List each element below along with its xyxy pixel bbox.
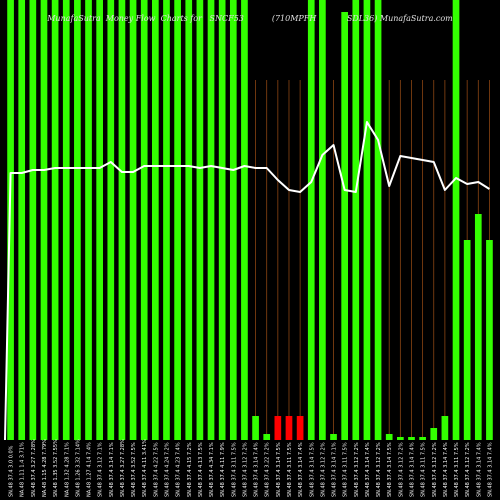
bar [241, 0, 248, 440]
x-tick-label: SN.48 37.4 3.27 7.28% [31, 439, 37, 497]
bar [229, 0, 237, 440]
x-tick-label: SN.48 37.4 3.0 0.0% [9, 445, 15, 497]
bar [463, 240, 471, 440]
x-tick-label: SN.48 37.4 3.14 7.4% [409, 442, 415, 497]
bar [296, 416, 304, 440]
x-tick-label: SN.48 1.26 3.32 7.14% [75, 439, 81, 497]
x-tick-label: SN.48 37.4 3.14 7.1% [332, 442, 338, 497]
x-tick-label: SN.48 37.4 3.12 7.2% [398, 442, 404, 497]
x-tick-label: SN.48 37.4 3.11 7.5% [421, 442, 427, 497]
bar [185, 0, 193, 440]
line-series [4, 121, 490, 441]
bar [18, 0, 26, 440]
bar [51, 0, 59, 440]
x-tick-label: SN.48 37.4 3.14 7.4% [254, 442, 260, 497]
x-tick-label: SN.48 37.4 3.11 7.5% [287, 442, 293, 497]
bar [252, 416, 259, 440]
x-tick-label: SN.48 37.4 3.14 7.5% [387, 442, 393, 497]
x-tick-label: SN.48 37.4 4.34 7.1% [209, 442, 215, 497]
bar [486, 240, 493, 440]
bar [397, 437, 404, 440]
x-tick-label: SN.48 37.4 3.14 7.5% [309, 442, 315, 497]
x-tick-label: SN.48 37.4 3.14 7.4% [298, 442, 304, 497]
bar [452, 0, 460, 440]
x-tick-label: SN.48 37.4 3.12 7.2% [465, 442, 471, 497]
x-tick-label: SN.48 37.4 3.12 7.2% [320, 442, 326, 497]
x-tick-label: SN.48 37.4 4.22 7.5% [153, 442, 159, 497]
x-tick-label: SN.48 37.4 3.14 7.1% [109, 442, 115, 497]
bar [419, 437, 426, 440]
x-tick-label: NA.48 1.11 1.4 3.71% [20, 442, 26, 497]
x-tick-label: NA.48 1.27 4.14 7.4% [87, 442, 93, 497]
bar [218, 0, 226, 440]
bar [29, 0, 37, 440]
x-tick-label: SN.48 37.4 3.14 7.4% [365, 442, 371, 497]
x-tick-label: SN.48 37.4 3.12 7.1% [98, 442, 104, 497]
x-tick-label: SN.48 37.4 3.52 7.5% [131, 442, 137, 497]
bar [74, 0, 81, 440]
bar [85, 0, 92, 440]
x-tick-label: SN.48 37.4 3.12 7.2% [376, 442, 382, 497]
x-tick-labels: SN.48 37.4 3.0 0.0% NA.48 1.11 1.4 3.71% S… [9, 439, 494, 497]
x-tick-label: NA.48 1.15 4.28 7.79% [42, 439, 48, 497]
x-tick-label: SN.48 37.4 4.15 7.2% [187, 442, 193, 497]
bar [441, 416, 449, 440]
x-tick-label: SN.48 37.4 3.14 7.5% [276, 442, 282, 497]
bar [374, 0, 382, 440]
x-tick-label: SN.48 37.4 4.24 7.2% [164, 442, 170, 497]
bar [40, 0, 48, 440]
bar [174, 0, 181, 440]
bar [196, 0, 204, 440]
bar [430, 428, 438, 440]
bar [107, 0, 115, 440]
x-tick-label: SN.48 37.4 4.11 3.41% [142, 439, 148, 497]
x-tick-label: SN.48 37.4 3.12 7.2% [432, 442, 438, 497]
bar [129, 0, 137, 440]
x-tick-label: SN.48 37.4 3.22 7.2% [265, 442, 271, 497]
x-tick-label: NA.48 1.32 4.28 7.1% [64, 442, 70, 497]
x-tick-label: SN.48 37.4 3.27 7.28% [120, 439, 126, 497]
bar [118, 0, 126, 440]
money-flow-line [4, 121, 490, 441]
x-tick-label: SN.48 37.4 4.23 7.4% [176, 442, 182, 497]
bar [96, 0, 103, 440]
bar [408, 437, 415, 440]
x-tick-label: SN.48 37.4 3.11 7.5% [231, 442, 237, 497]
bar [352, 0, 360, 440]
x-tick-label: SN.48 37.4 3.12 7.2% [354, 442, 360, 497]
bar [152, 0, 159, 440]
bar [207, 0, 215, 440]
bar [385, 434, 393, 440]
bar [363, 0, 371, 440]
x-tick-label: SN.48 1.35 3.52 7.55% [53, 439, 59, 497]
x-tick-label: SN.48 37.4 3.14 7.4% [443, 442, 449, 497]
bar [263, 434, 271, 440]
chart-title: MunafaSutra Money Flow Charts for SNCF53… [47, 14, 453, 23]
bar [140, 0, 148, 440]
x-tick-label: SN.48 37.4 3.12 7.2% [242, 442, 248, 497]
bar [474, 214, 482, 440]
bar [163, 0, 170, 440]
x-tick-label: SN.48 37.4 4.11 7.9% [220, 442, 226, 497]
x-tick-label: SN.48 37.4 3.14 7.4% [487, 442, 493, 497]
bar [285, 416, 293, 440]
bar [319, 0, 326, 440]
x-tick-label: SN.48 37.4 3.11 7.5% [454, 442, 460, 497]
bar [274, 416, 282, 440]
x-tick-label: SN.48 37.4 3.11 7.5% [343, 442, 349, 497]
bar [62, 0, 70, 440]
x-tick-label: SN.48 37.4 4.13 7.5% [198, 442, 204, 497]
x-tick-label: SN.48 37.4 3.14 7.4% [476, 442, 482, 497]
bar [307, 0, 315, 440]
bar [330, 434, 337, 440]
bar [341, 12, 348, 440]
bar-series [7, 0, 493, 440]
